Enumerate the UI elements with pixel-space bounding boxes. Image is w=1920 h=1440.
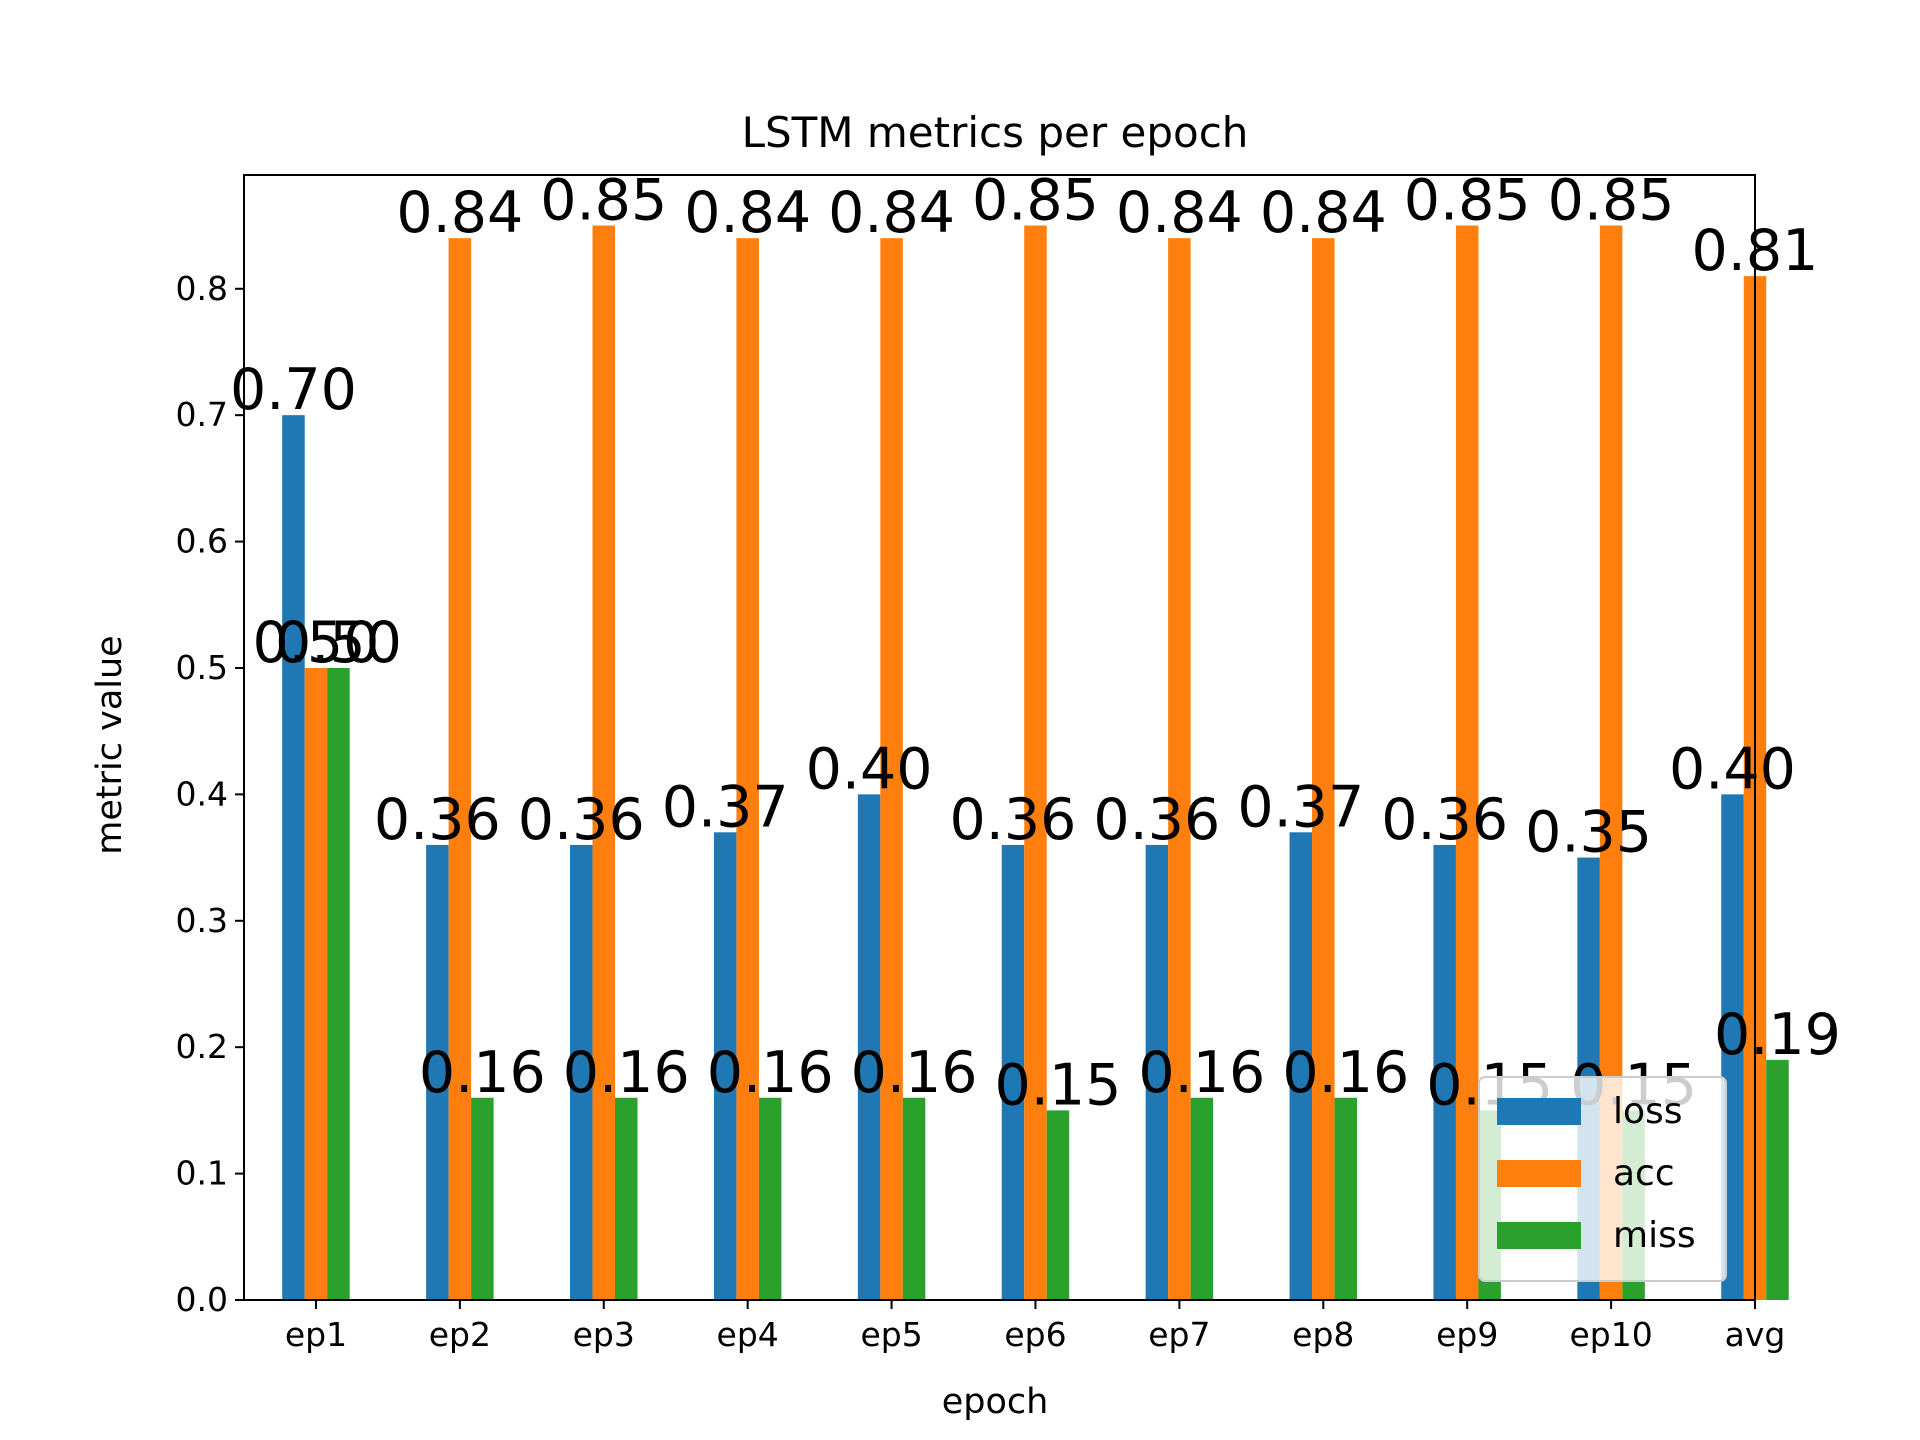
x-tick-label: ep9: [1436, 1315, 1498, 1354]
x-tick-label: ep1: [285, 1315, 347, 1354]
bar-loss-ep4: [713, 832, 737, 1300]
bar-miss-ep3: [615, 1097, 638, 1300]
bar-acc-ep2: [448, 238, 472, 1301]
y-tick-label: 0.2: [176, 1027, 228, 1066]
bar-label-loss-ep7: 0.36: [1093, 787, 1220, 853]
bar-label-acc-ep9: 0.85: [1404, 168, 1531, 234]
bar-label-miss-ep4: 0.16: [707, 1040, 834, 1106]
axes-frame: [243, 174, 1756, 1301]
y-tick-label: 0.4: [176, 774, 228, 813]
bar-miss-avg: [1766, 1059, 1789, 1300]
bar-label-loss-ep5: 0.40: [806, 736, 933, 802]
bar-acc-ep9: [1455, 225, 1479, 1300]
bar-label-acc-ep6: 0.85: [972, 168, 1099, 234]
bar-label-acc-ep7: 0.84: [1116, 180, 1243, 246]
bar-miss-ep8: [1334, 1097, 1358, 1300]
bar-loss-ep2: [426, 844, 449, 1300]
bar-miss-ep4: [758, 1097, 782, 1300]
bar-label-acc-ep8: 0.84: [1260, 180, 1387, 246]
bar-label-acc-ep2: 0.84: [396, 180, 523, 246]
legend-label-loss: loss: [1613, 1091, 1683, 1132]
bar-label-loss-ep9: 0.36: [1381, 787, 1508, 853]
bar-loss-ep5: [857, 794, 881, 1300]
bar-loss-ep9: [1433, 844, 1456, 1300]
y-tick-label: 0.3: [176, 901, 228, 940]
bar-label-loss-ep10: 0.35: [1525, 800, 1652, 866]
bar-label-acc-ep3: 0.85: [540, 168, 667, 234]
bar-acc-ep6: [1024, 225, 1047, 1300]
y-tick-label: 0.5: [176, 648, 228, 687]
chart-title: LSTM metrics per epoch: [742, 108, 1249, 157]
bar-label-loss-ep4: 0.37: [662, 774, 789, 840]
x-axis-title: epoch: [942, 1382, 1049, 1422]
ticks-layer: 0.0 0.1 0.2 0.3 0.4 0.5 0.6 0.7 0.8 ep1 ep2 ep3 ep4 e…: [176, 269, 1786, 1354]
x-tick-label: ep10: [1569, 1315, 1652, 1354]
bar-label-miss-ep6: 0.15: [995, 1052, 1122, 1118]
x-tick-label: ep5: [860, 1315, 922, 1354]
x-tick-label: ep6: [1004, 1315, 1066, 1354]
legend-swatch-loss: [1497, 1098, 1581, 1125]
bar-label-loss-avg: 0.40: [1669, 736, 1796, 802]
x-tick-label: ep3: [573, 1315, 635, 1354]
bar-label-loss-ep6: 0.36: [950, 787, 1077, 853]
bar-label-acc-ep10: 0.85: [1548, 168, 1675, 234]
y-axis-title: metric value: [90, 635, 130, 854]
legend[interactable]: loss acc miss: [1478, 1076, 1727, 1282]
bar-label-miss-ep7: 0.16: [1138, 1040, 1265, 1106]
x-tick-label: ep7: [1148, 1315, 1210, 1354]
bar-miss-ep2: [471, 1097, 494, 1300]
bar-loss-ep8: [1289, 832, 1313, 1300]
bar-label-miss-ep1: 0.50: [275, 610, 402, 676]
bar-value-labels: 0.700.36 0.36 0.370.400.36 0.36 0.37 0.36 0.35…: [230, 168, 1841, 1119]
bar-label-acc-ep4: 0.84: [684, 180, 811, 246]
x-tick-label: avg: [1725, 1315, 1786, 1354]
bar-label-miss-ep2: 0.16: [419, 1040, 546, 1106]
bar-label-loss-ep2: 0.36: [374, 787, 501, 853]
x-tick-label: ep8: [1292, 1315, 1354, 1354]
legend-label-acc: acc: [1613, 1153, 1675, 1194]
y-tick-label: 0.7: [176, 395, 228, 434]
bar-label-acc-avg: 0.81: [1692, 218, 1819, 284]
y-tick-label: 0.8: [176, 269, 228, 308]
legend-swatch-miss: [1497, 1222, 1581, 1249]
bar-label-loss-ep8: 0.37: [1237, 774, 1364, 840]
bar-label-miss-ep3: 0.16: [563, 1040, 690, 1106]
bar-miss-ep5: [902, 1097, 926, 1300]
bar-label-acc-ep5: 0.84: [828, 180, 955, 246]
bar-loss-ep1: [282, 415, 305, 1300]
y-tick-label: 0.6: [176, 522, 228, 561]
bar-miss-ep7: [1190, 1097, 1214, 1300]
bar-loss-ep3: [570, 844, 593, 1300]
bar-acc-ep3: [592, 225, 616, 1300]
bar-miss-ep1: [327, 667, 350, 1300]
bar-acc-ep8: [1312, 238, 1335, 1301]
x-tick-label: ep4: [717, 1315, 779, 1354]
bar-loss-ep7: [1145, 844, 1169, 1300]
bar-label-loss-ep3: 0.36: [518, 787, 645, 853]
bar-label-loss-ep1: 0.70: [230, 357, 357, 423]
legend-swatch-acc: [1497, 1160, 1581, 1187]
bar-acc-ep10: [1599, 225, 1623, 1300]
bar-acc-ep4: [736, 238, 759, 1301]
legend-label-miss: miss: [1613, 1215, 1696, 1256]
bar-acc-ep5: [880, 238, 903, 1301]
y-tick-label: 0.1: [176, 1154, 228, 1193]
bar-label-miss-ep8: 0.16: [1282, 1040, 1409, 1106]
bar-acc-ep1: [304, 667, 328, 1300]
plot-area-border: [243, 174, 1756, 1301]
y-tick-label: 0.0: [176, 1280, 228, 1319]
bar-acc-ep7: [1168, 238, 1191, 1301]
bar-miss-ep6: [1046, 1110, 1070, 1300]
bar-label-miss-ep5: 0.16: [851, 1040, 978, 1106]
bar-loss-ep6: [1001, 844, 1025, 1300]
bars-layer: [282, 225, 1789, 1301]
bar-label-miss-avg: 0.19: [1714, 1002, 1841, 1068]
bar-label-acc-ep1: 0.50: [252, 610, 379, 676]
x-tick-label: ep2: [429, 1315, 491, 1354]
